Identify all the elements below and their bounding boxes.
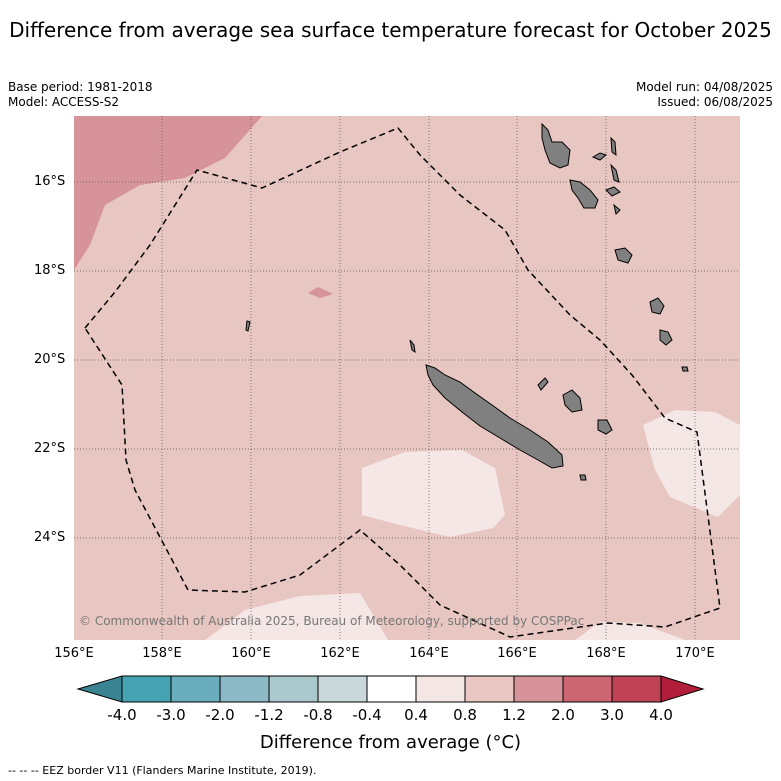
colorbar-label: 0.8 [453, 706, 477, 724]
issued-date: Issued: 06/08/2025 [657, 95, 773, 109]
new-caledonia-main-island [425, 364, 564, 469]
base-period: Base period: 1981-2018 [8, 80, 153, 94]
meta-right: Model run: 04/08/2025 Issued: 06/08/2025 [636, 80, 773, 110]
eez-legend-note: -- -- -- EEZ border V11 (Flanders Marine… [8, 764, 317, 777]
chesterfield-reef [245, 320, 251, 332]
vanuatu-island-small-3 [610, 163, 620, 183]
colorbar-bin-9 [513, 675, 564, 703]
colorbar-extend-low [76, 675, 123, 703]
colorbar-bin-10 [562, 675, 613, 703]
loyalty-islands-ouvea [537, 377, 549, 391]
lon-label-156e: 156°E [54, 646, 94, 661]
vanuatu-aneityum [659, 329, 673, 346]
colorbar-bin-3 [219, 675, 270, 703]
model-name: Model: ACCESS-S2 [8, 95, 120, 109]
cool-anomaly-southeast [575, 622, 685, 640]
warm-anomaly-patch [308, 287, 333, 298]
meta-left: Base period: 1981-2018 Model: ACCESS-S2 [8, 80, 153, 110]
cool-anomaly-south [205, 593, 388, 640]
lat-label-20s: 20°S [34, 352, 66, 367]
lon-label-164e: 164°E [409, 646, 449, 661]
cool-anomaly-center [362, 450, 505, 537]
colorbar-bin-5 [317, 675, 368, 703]
colorbar-bin-4 [268, 675, 319, 703]
belep-island [409, 339, 416, 354]
vanuatu-island-small-4 [613, 203, 621, 215]
model-run: Model run: 04/08/2025 [635, 80, 773, 94]
lon-label-170e: 170°E [675, 646, 715, 661]
colorbar-label: -4.0 [107, 706, 137, 724]
cool-anomaly-east [643, 410, 740, 517]
colorbar-label: -1.2 [254, 706, 284, 724]
colorbar-label: -0.8 [303, 706, 333, 724]
vanuatu-island-small-1 [591, 152, 608, 161]
lon-label-162e: 162°E [320, 646, 360, 661]
lat-label-22s: 22°S [34, 441, 66, 456]
lat-label-16s: 16°S [34, 174, 66, 189]
colorbar-bin-6 [366, 675, 417, 703]
gridlines [74, 116, 740, 640]
copyright-notice: © Commonwealth of Australia 2025, Bureau… [79, 614, 585, 628]
colorbar-label: 3.0 [600, 706, 624, 724]
land-masses [245, 122, 689, 481]
loyalty-islands-mare [597, 419, 613, 435]
chart-title: Difference from average sea surface temp… [9, 18, 772, 42]
lat-label-24s: 24°S [34, 530, 66, 545]
colorbar-bin-2 [170, 675, 221, 703]
colorbar [76, 675, 705, 703]
lon-label-168e: 168°E [586, 646, 626, 661]
colorbar-label: 2.0 [551, 706, 575, 724]
vanuatu-tanna [649, 297, 665, 315]
colorbar-label: -2.0 [205, 706, 235, 724]
colorbar-bin-1 [121, 675, 172, 703]
vanuatu-erromango [614, 247, 633, 264]
sst-background [74, 116, 740, 640]
colorbar-bin-7 [415, 675, 466, 703]
colorbar-label: -3.0 [156, 706, 186, 724]
lon-label-160e: 160°E [231, 646, 271, 661]
colorbar-extend-high [660, 675, 705, 703]
colorbar-label: -0.4 [352, 706, 382, 724]
vanuatu-efate [605, 186, 621, 197]
colorbar-title: Difference from average (°C) [259, 732, 522, 753]
colorbar-bin-11 [611, 675, 662, 703]
walpole-island [579, 474, 587, 481]
lon-label-166e: 166°E [497, 646, 537, 661]
vanuatu-island-small-2 [610, 136, 617, 157]
warm-anomaly-region [74, 116, 262, 270]
lat-label-18s: 18°S [34, 263, 66, 278]
vanuatu-espiritu-santo [541, 122, 571, 169]
colorbar-label: 1.2 [502, 706, 526, 724]
hunter-island [681, 366, 689, 372]
colorbar-label: 4.0 [649, 706, 673, 724]
loyalty-islands-lifou [562, 389, 583, 413]
map-area [74, 116, 740, 640]
vanuatu-malakula [569, 179, 599, 209]
eez-border [84, 127, 721, 638]
colorbar-label: 0.4 [404, 706, 428, 724]
lon-label-158e: 158°E [142, 646, 182, 661]
colorbar-bin-8 [464, 675, 515, 703]
